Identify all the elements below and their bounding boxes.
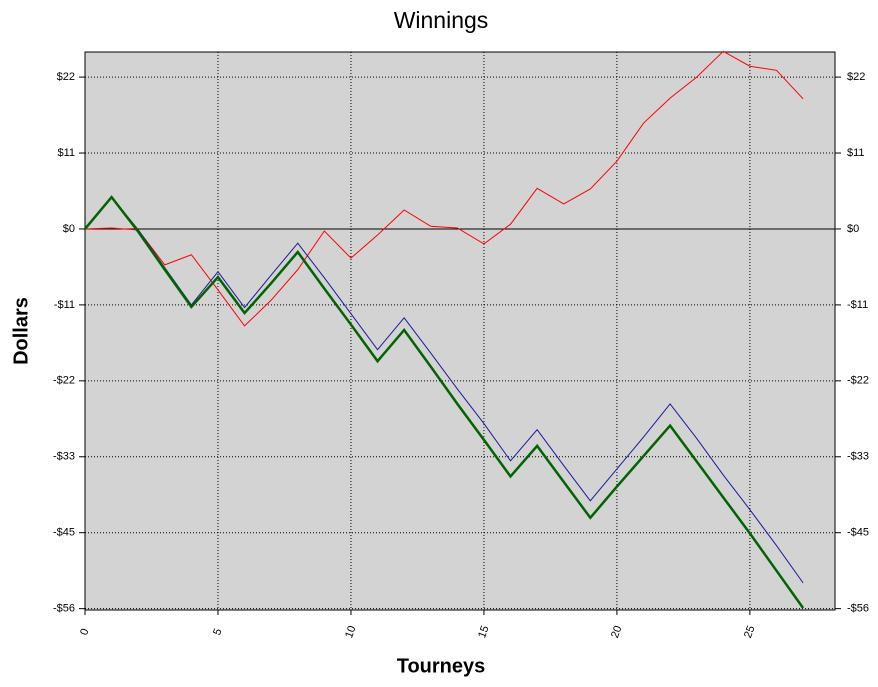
y2-tick-label: $22 [847, 71, 865, 83]
y-tick-label: $0 [63, 223, 75, 235]
chart-title: Winnings [394, 7, 489, 33]
y-tick-label: -$33 [53, 451, 75, 463]
y2-tick-label: -$33 [847, 451, 869, 463]
x-tick-label: 25 [742, 624, 757, 640]
y-tick-label: $22 [57, 71, 75, 83]
x-axis-title: Tourneys [397, 655, 486, 677]
y2-tick-label: $0 [847, 223, 859, 235]
y-tick-label: -$11 [54, 299, 75, 311]
y-tick-label: -$56 [53, 603, 75, 615]
y-tick-label: $11 [57, 147, 75, 159]
x-tick-label: 10 [343, 624, 358, 640]
y2-tick-label: -$45 [847, 527, 869, 539]
x-tick-label: 0 [78, 627, 91, 637]
x-tick-label: 5 [211, 627, 224, 637]
x-tick-label: 15 [476, 624, 491, 640]
plot-area [84, 51, 836, 611]
y-axis-title: Dollars [10, 297, 32, 365]
y2-tick-label: -$11 [847, 299, 868, 311]
y2-tick-label: -$56 [847, 603, 869, 615]
series-line [84, 50, 804, 327]
x-tick-label: 20 [609, 624, 624, 640]
y-tick-label: -$45 [53, 527, 75, 539]
y2-tick-label: $11 [847, 147, 865, 159]
y-tick-label: -$22 [53, 375, 75, 387]
series-line [84, 196, 804, 584]
series-line [84, 195, 805, 609]
y2-tick-label: -$22 [847, 375, 869, 387]
